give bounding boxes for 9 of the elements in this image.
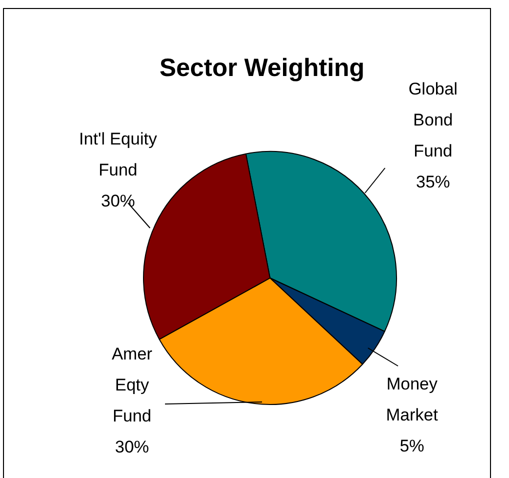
data-label: 35% <box>416 172 450 192</box>
slice-label: Global Bond Fund <box>408 80 458 161</box>
data-label: 30% <box>100 192 136 211</box>
slice-label: Amer Eqty Fund <box>112 344 153 426</box>
slice-label: Int'l Equity Fund <box>79 130 158 180</box>
slice-label: Money Market <box>386 374 438 425</box>
data-label: 30% <box>114 438 150 457</box>
data-label: 5% <box>400 436 424 456</box>
chart-title: Sector Weighting <box>159 54 365 82</box>
